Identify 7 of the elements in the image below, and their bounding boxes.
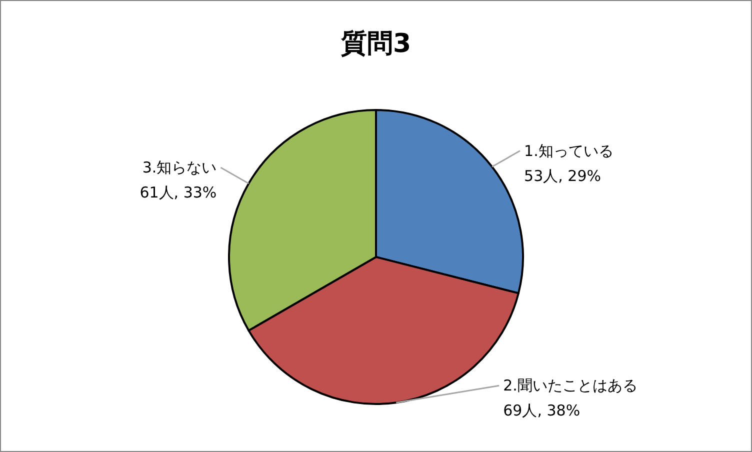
data-label: 61人, 33% [140, 184, 217, 202]
slice-label: 3.知らない [142, 158, 217, 176]
chart-title: 質問3 [340, 29, 412, 59]
data-label: 69人, 38% [503, 402, 580, 420]
slice-label: 2.聞いたことはある [503, 376, 638, 395]
slice-label: 1.知っている [524, 142, 614, 160]
data-label: 53人, 29% [524, 166, 602, 185]
